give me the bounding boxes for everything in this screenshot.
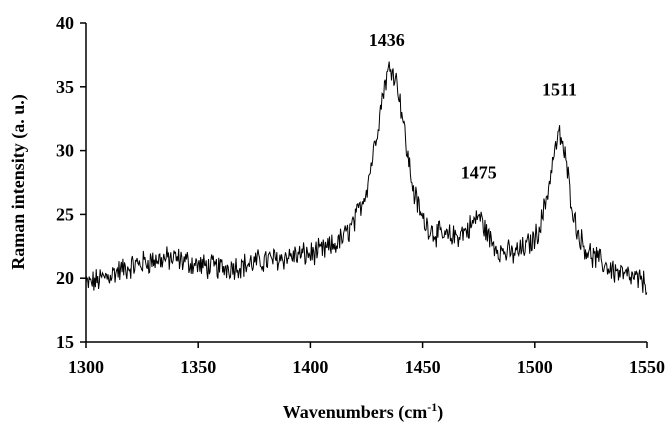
y-axis-title: Raman intensity (a. u.) — [8, 94, 29, 270]
x-tick-label: 1500 — [517, 357, 553, 377]
x-axis-title-superscript: -1 — [427, 400, 437, 414]
x-tick-label: 1350 — [180, 357, 216, 377]
y-tick-label: 25 — [56, 204, 74, 224]
x-axis-title-main: Wavenumbers (cm — [283, 402, 427, 423]
y-tick-label: 15 — [56, 332, 74, 352]
spectrum-line — [85, 61, 648, 296]
chart-annotations: 1436 1475 1511 — [369, 30, 577, 183]
peak-label-1475: 1475 — [461, 163, 497, 183]
y-tick-label: 20 — [56, 268, 74, 288]
x-tick-label: 1550 — [629, 357, 665, 377]
x-axis-title-end: ) — [437, 402, 443, 423]
peak-label-1511: 1511 — [542, 80, 577, 100]
x-axis-title: Wavenumbers (cm-1) — [283, 400, 443, 423]
chart-ticks: 15 20 25 30 35 40 1300 1350 1400 1450 1500 1550 — [56, 13, 665, 377]
peak-label-1436: 1436 — [369, 30, 405, 50]
x-tick-label: 1400 — [292, 357, 328, 377]
y-tick-label: 30 — [56, 141, 74, 161]
x-tick-label: 1300 — [68, 357, 104, 377]
y-tick-label: 35 — [56, 77, 74, 97]
chart-axes — [85, 23, 647, 343]
chart-series — [85, 61, 648, 296]
x-tick-label: 1450 — [405, 357, 441, 377]
y-tick-label: 40 — [56, 13, 74, 33]
